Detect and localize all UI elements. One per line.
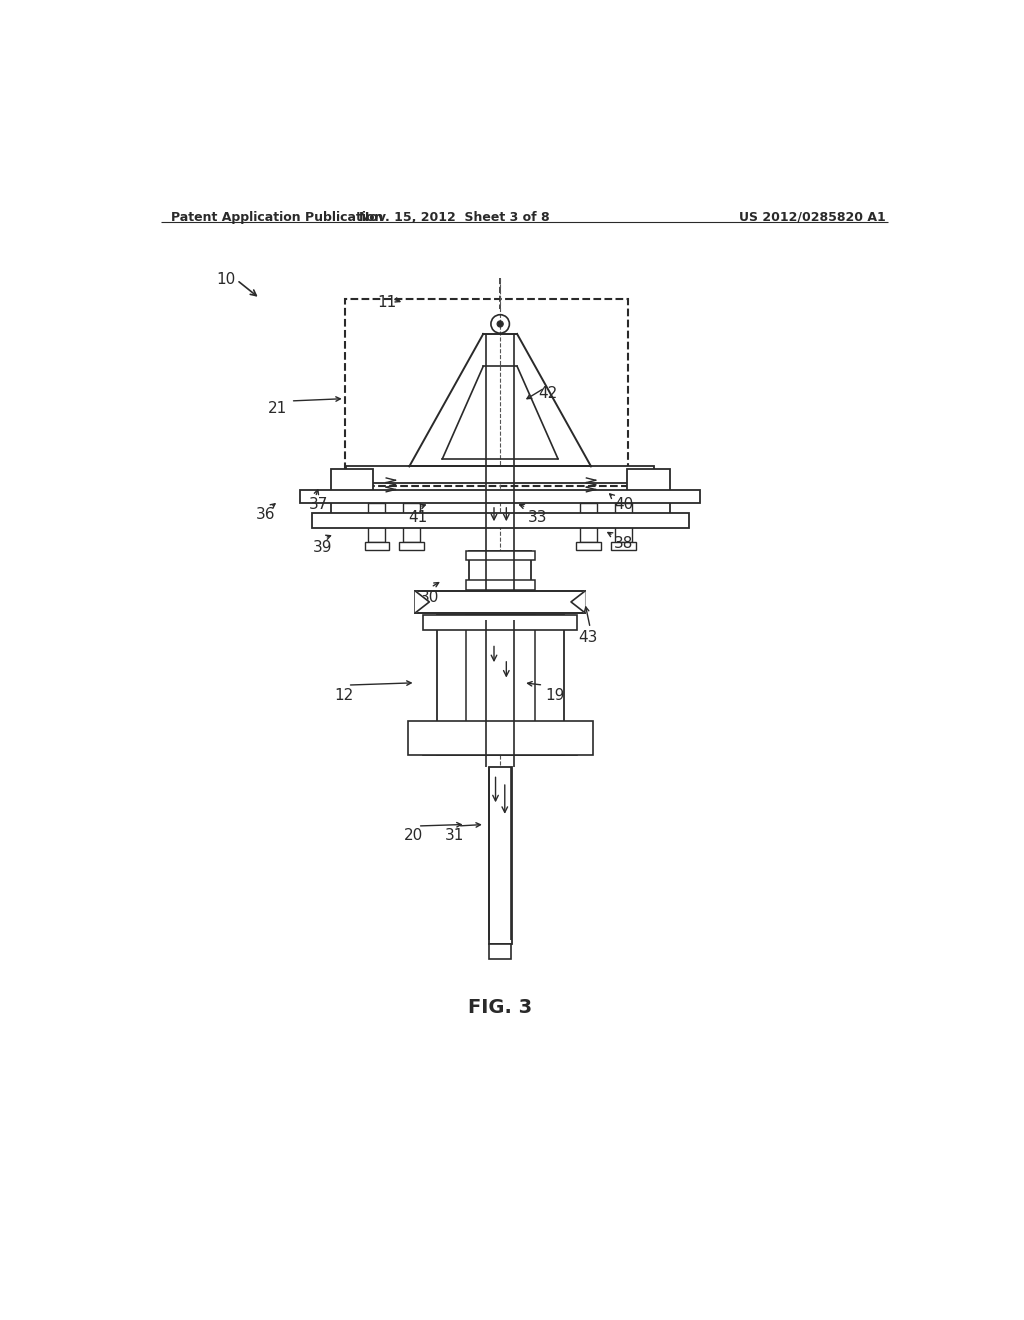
- Text: 39: 39: [313, 540, 333, 554]
- Text: Nov. 15, 2012  Sheet 3 of 8: Nov. 15, 2012 Sheet 3 of 8: [358, 211, 549, 224]
- Text: 10: 10: [217, 272, 237, 286]
- Bar: [423, 615, 578, 631]
- Polygon shape: [571, 591, 585, 612]
- Bar: [365, 543, 389, 549]
- Bar: [577, 543, 601, 549]
- Text: 37: 37: [309, 498, 329, 512]
- Bar: [466, 552, 535, 561]
- Bar: [614, 503, 632, 543]
- Text: 12: 12: [334, 688, 353, 704]
- Text: 20: 20: [403, 829, 423, 843]
- Bar: [408, 721, 593, 755]
- Bar: [345, 300, 628, 486]
- Text: 43: 43: [579, 630, 598, 644]
- Bar: [346, 466, 654, 483]
- Bar: [611, 543, 636, 549]
- Text: 33: 33: [528, 511, 548, 525]
- Text: Patent Application Publication: Patent Application Publication: [171, 211, 383, 224]
- Bar: [466, 615, 535, 755]
- Text: 31: 31: [444, 829, 464, 843]
- Bar: [369, 503, 385, 543]
- Bar: [466, 581, 535, 590]
- Text: 11: 11: [377, 296, 396, 310]
- Bar: [469, 552, 531, 590]
- Polygon shape: [416, 591, 429, 612]
- Text: 36: 36: [256, 507, 275, 523]
- Text: FIG. 3: FIG. 3: [468, 998, 532, 1016]
- Bar: [423, 739, 578, 755]
- Text: 42: 42: [539, 385, 558, 400]
- Text: US 2012/0285820 A1: US 2012/0285820 A1: [739, 211, 886, 224]
- Bar: [488, 767, 512, 944]
- Text: 21: 21: [267, 401, 287, 416]
- Text: 40: 40: [614, 498, 634, 512]
- Text: 38: 38: [614, 536, 634, 550]
- Bar: [581, 503, 597, 543]
- Bar: [628, 469, 670, 519]
- Text: 30: 30: [420, 590, 439, 605]
- Text: 41: 41: [408, 511, 427, 525]
- Bar: [311, 512, 689, 528]
- Bar: [331, 469, 373, 519]
- Bar: [300, 490, 700, 503]
- Bar: [437, 615, 564, 755]
- Bar: [403, 503, 420, 543]
- Bar: [489, 944, 511, 960]
- Bar: [399, 543, 424, 549]
- Bar: [416, 591, 585, 612]
- Circle shape: [497, 321, 503, 327]
- Text: 19: 19: [545, 688, 564, 704]
